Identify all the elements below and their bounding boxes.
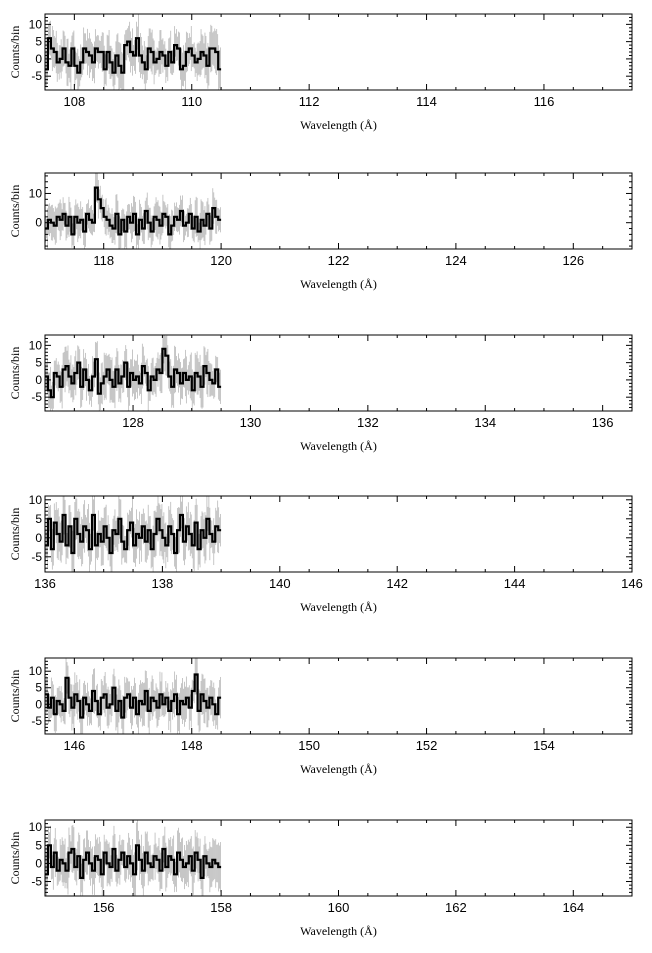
y-tick-label: -5	[31, 714, 42, 728]
x-tick-label: 112	[299, 94, 320, 109]
spectrum-histogram	[45, 673, 222, 719]
error-bars	[45, 658, 222, 734]
x-tick-label: 110	[181, 94, 202, 109]
x-tick-label: 164	[562, 900, 584, 915]
y-tick-label: -5	[31, 69, 42, 83]
y-axis-label: Counts/bin	[8, 347, 22, 400]
y-tick-label: 10	[29, 17, 43, 31]
x-tick-label: 162	[445, 900, 467, 915]
y-tick-label: -5	[31, 875, 42, 889]
x-tick-label: 158	[210, 900, 232, 915]
spectrum-histogram	[45, 513, 222, 555]
y-axis-label: Counts/bin	[8, 26, 22, 79]
x-tick-label: 122	[328, 253, 350, 268]
x-tick-label: 116	[534, 94, 555, 109]
x-tick-label: 160	[328, 900, 350, 915]
x-tick-label: 132	[357, 415, 379, 430]
y-axis-label: Counts/bin	[8, 508, 22, 561]
x-tick-label: 138	[152, 576, 174, 591]
x-tick-label: 148	[181, 738, 203, 753]
y-tick-label: 0	[35, 856, 42, 870]
y-tick-label: 5	[35, 512, 42, 526]
x-tick-label: 126	[562, 253, 584, 268]
y-tick-label: 10	[29, 820, 43, 834]
x-axis-label: Wavelength (Å)	[300, 277, 377, 291]
y-tick-label: 5	[35, 356, 42, 370]
x-axis-label: Wavelength (Å)	[300, 924, 377, 938]
y-tick-label: 10	[29, 186, 43, 200]
y-tick-label: -5	[31, 550, 42, 564]
y-tick-label: -5	[31, 390, 42, 404]
x-tick-label: 136	[592, 415, 614, 430]
panel-2: 118 120 122 124 126 0 10 Wavelength (Å) Counts/b…	[8, 172, 633, 291]
plot-frame	[44, 819, 633, 897]
y-tick-label: 0	[35, 531, 42, 545]
y-axis-label: Counts/bin	[8, 185, 22, 238]
x-tick-label: 114	[416, 94, 437, 109]
y-tick-label: 10	[29, 493, 43, 507]
x-tick-label: 134	[474, 415, 496, 430]
panel-5: 146 148 150 152 154 -5 0 5 10 Wavelength (Å) Count…	[8, 657, 633, 776]
y-tick-label: 0	[35, 216, 42, 230]
y-tick-label: 0	[35, 52, 42, 66]
plot-frame	[44, 172, 633, 250]
x-tick-label: 128	[122, 415, 144, 430]
x-tick-label: 144	[504, 576, 526, 591]
panel-1: 108 110 112 114 116 -5 0 5 10 Wavelength (Å) Count…	[8, 13, 633, 132]
y-tick-label: 5	[35, 35, 42, 49]
x-tick-label: 140	[269, 576, 291, 591]
y-axis-label: Counts/bin	[8, 832, 22, 885]
x-axis-label: Wavelength (Å)	[300, 439, 377, 453]
x-tick-label: 152	[416, 738, 438, 753]
panel-3: 128 130 132 134 136 -5 0 5 10 Wavelength (Å) Count…	[8, 334, 633, 453]
x-tick-label: 150	[298, 738, 320, 753]
spectrum-histogram	[45, 186, 222, 236]
error-bars	[45, 173, 222, 249]
panel-6: 156 158 160 162 164 -5 0 5 10 Wavelength (Å) Count…	[8, 819, 633, 938]
y-tick-label: 5	[35, 838, 42, 852]
plot-frame	[44, 657, 633, 735]
y-axis-label: Counts/bin	[8, 670, 22, 723]
x-tick-label: 118	[93, 253, 114, 268]
x-axis-label: Wavelength (Å)	[300, 762, 377, 776]
y-tick-label: 10	[29, 338, 43, 352]
spectrum-histogram	[45, 37, 222, 74]
x-tick-label: 124	[445, 253, 467, 268]
x-tick-label: 154	[533, 738, 555, 753]
x-axis-label: Wavelength (Å)	[300, 600, 377, 614]
x-tick-label: 146	[63, 738, 85, 753]
x-tick-label: 136	[34, 576, 56, 591]
x-tick-label: 146	[621, 576, 643, 591]
x-tick-label: 120	[210, 253, 232, 268]
spectrum-histogram	[45, 347, 222, 399]
x-axis-label: Wavelength (Å)	[300, 118, 377, 132]
y-tick-label: 0	[35, 697, 42, 711]
y-tick-label: 5	[35, 681, 42, 695]
x-tick-label: 156	[93, 900, 115, 915]
x-tick-label: 142	[386, 576, 408, 591]
x-tick-label: 108	[63, 94, 85, 109]
x-tick-label: 130	[240, 415, 262, 430]
spectrum-histogram	[45, 844, 222, 879]
y-tick-label: 10	[29, 664, 43, 678]
panel-4: 136 138 140 142 144 146 -5 0 5 10 Wavelength (Å) Co…	[8, 493, 643, 614]
y-tick-label: 0	[35, 373, 42, 387]
